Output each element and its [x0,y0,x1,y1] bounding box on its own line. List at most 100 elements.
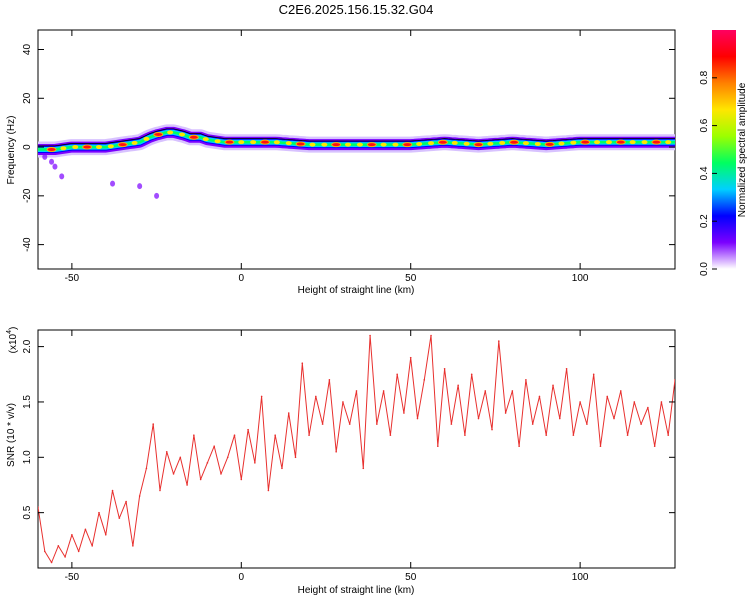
spectrogram-peak-4 [95,145,102,150]
spectrogram-peak-51 [651,139,662,145]
snr-point-17 [152,423,155,425]
snr-marks [38,334,675,564]
snr-point-94 [674,379,675,381]
spectrogram-peak-3 [82,144,93,150]
snr-point-27 [220,473,222,475]
snr-point-21 [179,456,182,459]
snr-point-71 [518,445,520,448]
spectrogram-peak-11 [179,132,186,137]
snr-point-39 [301,362,304,365]
spectrogram-peak-29 [392,142,399,147]
spectrogram-x-tick-label-1: 0 [239,273,245,284]
snr-x-tick-label-1: 0 [239,572,245,583]
spectrogram-peak-10 [167,130,174,135]
spectrogram-peak-21 [295,141,306,147]
spectrogram-peak-47 [605,140,612,145]
spectrogram-peak-7 [131,140,138,145]
spectrogram-peak-13 [202,137,209,142]
spectrogram-peak-16 [238,140,245,145]
spectrogram-y-tick-label-3: 20 [22,92,33,104]
snr-point-6 [77,550,80,553]
snr-point-38 [294,456,297,459]
spectrogram-peak-34 [451,140,458,145]
snr-point-78 [565,367,568,370]
snr-point-56 [416,417,419,420]
snr-point-81 [586,423,588,425]
snr-point-90 [647,406,649,409]
snr-point-55 [409,356,412,359]
snr-point-85 [613,417,615,420]
snr-point-77 [558,417,561,420]
snr-point-91 [653,445,656,448]
snr-point-89 [640,423,642,425]
snr-point-26 [213,445,215,448]
snr-point-10 [104,533,107,536]
snr-point-68 [498,340,500,342]
snr-point-28 [226,456,229,459]
snr-point-11 [111,489,114,492]
spectrogram-peak-9 [153,131,164,137]
spectrogram-peak-28 [380,142,387,147]
spectrogram-peak-17 [250,140,257,145]
snr-point-57 [423,379,426,381]
snr-point-43 [328,379,331,381]
spectrogram-scatter-point-2 [49,158,55,165]
spectrogram-scatter-point-3 [110,180,116,187]
snr-point-24 [199,478,202,481]
spectrogram-y-axis-label: Frequency (Hz) [6,116,17,185]
snr-point-44 [335,450,337,453]
spectrogram-peak-50 [641,140,648,145]
spectrogram-panel: -50 0 50 100 -40 -20 0 20 40 Height of straight … [6,29,676,296]
spectrogram-peak-1 [60,146,67,151]
snr-point-25 [206,462,209,464]
snr-point-72 [525,379,527,381]
spectrogram-scatter-point-1 [59,173,65,180]
spectrogram-peak-43 [558,141,565,146]
snr-point-86 [619,390,622,392]
spectrogram-peak-14 [214,139,221,144]
colorbar-tick-label-0: 0.0 [699,262,710,276]
spectrogram-peak-23 [321,142,328,147]
snr-point-92 [660,401,663,403]
snr-point-60 [443,367,446,370]
spectrogram-x-axis-label: Height of straight line (km) [298,285,415,296]
snr-point-70 [511,390,514,392]
snr-point-82 [592,373,595,376]
snr-point-16 [145,467,148,470]
snr-point-1 [43,550,46,553]
snr-point-58 [430,334,432,337]
snr-point-61 [450,423,453,425]
spectrogram-axes: -50 0 50 100 -40 -20 0 20 40 [22,30,675,284]
spectrogram-scatter-point-5 [154,192,160,199]
snr-point-0 [38,506,39,508]
snr-point-5 [71,533,73,536]
spectrogram-scatter-point-6 [42,153,48,160]
colorbar-ticks: 0.0 0.2 0.4 0.6 0.8 [699,70,717,276]
snr-point-31 [247,428,249,431]
snr-point-62 [457,384,459,387]
spectrogram-peak-19 [273,140,280,145]
snr-point-23 [193,434,195,436]
snr-point-18 [159,489,161,492]
spectrogram-peak-20 [285,141,292,146]
snr-point-22 [186,484,188,486]
snr-axes: -50 0 50 100 0.5 1.0 1.5 2.0 [22,330,675,583]
spectrogram-peak-38 [499,140,506,145]
snr-point-30 [240,478,243,481]
spectrogram-peak-44 [570,140,577,145]
snr-point-53 [396,373,398,376]
snr-point-45 [342,401,344,403]
snr-point-8 [91,545,94,547]
snr-point-65 [477,417,480,420]
spectrogram-peak-32 [428,141,435,146]
spectrogram-peak-25 [345,142,352,147]
colorbar-tick-label-3: 0.6 [699,118,710,132]
snr-point-15 [138,495,141,497]
figure-title: C2E6.2025.156.15.32.G04 [279,2,434,17]
colorbar-tick-label-4: 0.8 [699,70,710,84]
snr-panel: -50 0 50 100 0.5 1.0 1.5 2.0 Height of straight… [6,327,676,596]
spectrogram-peak-15 [224,139,235,145]
spectrogram-peak-18 [260,139,271,145]
spectrogram-peak-6 [117,142,128,148]
snr-point-67 [491,428,493,431]
